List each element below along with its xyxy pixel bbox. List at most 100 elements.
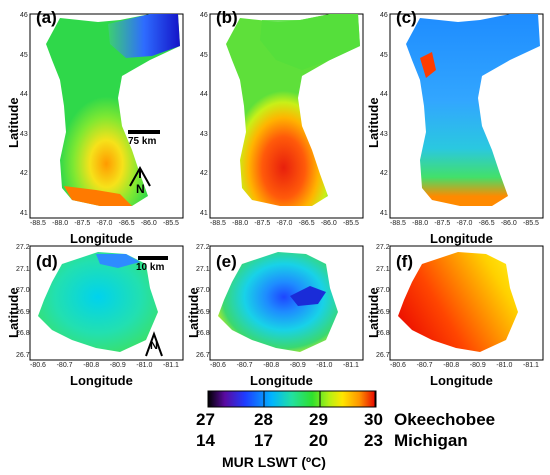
lake-michigan-a — [46, 14, 180, 206]
y-tick-f-0: 27.2 — [376, 244, 390, 251]
y-tick-d-0: 27.2 — [16, 244, 30, 251]
north-arrow-d — [145, 331, 163, 357]
lake-michigan-a-south — [64, 186, 132, 206]
x-tick-b-1: -88.0 — [232, 220, 249, 227]
x-tick-a-2: -87.5 — [74, 220, 91, 227]
cb-okee-1: 28 — [254, 410, 273, 429]
x-tick-c-4: -86.5 — [478, 220, 495, 227]
x-tick-d-1: -80.7 — [56, 362, 73, 369]
lake-okeechobee-d-north — [96, 254, 140, 268]
panel-letter-b: (b) — [216, 8, 238, 27]
x-tick-a-1: -88.0 — [52, 220, 69, 227]
x-tick-b-5: -86.0 — [320, 220, 337, 227]
y-tick-f-2: 27.0 — [376, 287, 390, 295]
x-tick-d-4: -81.0 — [136, 362, 153, 369]
north-label-d: N — [150, 340, 158, 352]
y-tick-e-3: 26.9 — [196, 308, 210, 316]
x-tick-a-6: -85.5 — [163, 220, 179, 227]
y-tick-f-4: 26.8 — [376, 330, 390, 338]
x-tick-f-0: -80.6 — [390, 362, 406, 369]
panel-letter-e: (e) — [216, 252, 237, 271]
x-tick-b-3: -87.0 — [276, 220, 293, 227]
y-tick-e-1: 27.1 — [196, 265, 210, 273]
x-tick-a-3: -87.0 — [96, 220, 113, 227]
panel-letter-f: (f) — [396, 252, 413, 271]
y-tick-e-2: 27.0 — [196, 287, 210, 295]
x-tick-a-4: -86.5 — [118, 220, 135, 227]
north-arrow-a — [129, 165, 151, 187]
x-tick-f-2: -80.8 — [443, 362, 460, 369]
y-tick-c-3: 43 — [380, 130, 388, 138]
y-tick-b-1: 45 — [200, 51, 208, 59]
x-tick-f-4: -81.0 — [496, 362, 513, 369]
y-tick-c-0: 46 — [380, 12, 388, 19]
x-tick-f-5: -81.1 — [523, 362, 539, 369]
x-tick-d-5: -81.1 — [163, 362, 179, 369]
x-axis-label-a: Longitude — [70, 231, 133, 246]
y-tick-f-5: 26.7 — [376, 352, 390, 359]
y-tick-b-5: 41 — [200, 210, 208, 217]
y-tick-d-2: 27.0 — [16, 287, 30, 295]
lake-okeechobee-f — [398, 252, 518, 352]
x-axis-label-f: Longitude — [430, 373, 493, 388]
scale-bar-d — [138, 256, 168, 260]
lake-okeechobee-e-core — [290, 286, 326, 306]
x-tick-c-3: -87.0 — [456, 220, 473, 227]
x-axis-label-c: Longitude — [430, 231, 493, 246]
cb-okee-3: 30 — [364, 410, 383, 429]
y-axis-label-c: Latitude — [366, 97, 381, 148]
panel-letter-c: (c) — [396, 8, 417, 27]
north-label-a: N — [136, 182, 145, 196]
y-tick-e-0: 27.2 — [196, 244, 210, 251]
x-tick-d-2: -80.8 — [83, 362, 100, 369]
scale-bar-label-a: 75 km — [128, 136, 157, 147]
y-tick-a-5: 41 — [20, 210, 28, 217]
cb-mich-1: 17 — [254, 431, 273, 450]
y-tick-b-4: 42 — [200, 170, 208, 178]
x-tick-f-3: -80.9 — [469, 362, 486, 369]
lake-michigan-c-hotspot — [420, 52, 436, 78]
x-tick-b-4: -86.5 — [298, 220, 315, 227]
y-tick-a-3: 43 — [20, 130, 28, 138]
lake-michigan-c — [406, 14, 540, 206]
y-tick-a-2: 44 — [20, 91, 28, 99]
y-tick-c-4: 42 — [380, 170, 388, 178]
x-axis-label-e: Longitude — [250, 373, 313, 388]
y-tick-b-0: 46 — [200, 12, 208, 19]
y-axis-label-a: Latitude — [6, 97, 21, 148]
panel-letter-a: (a) — [36, 8, 57, 27]
x-tick-b-6: -85.5 — [343, 220, 359, 227]
y-tick-a-0: 46 — [20, 12, 28, 19]
y-tick-a-4: 42 — [20, 170, 28, 178]
lake-michigan-b — [226, 14, 360, 206]
y-tick-e-4: 26.8 — [196, 330, 210, 338]
x-tick-f-1: -80.7 — [416, 362, 433, 369]
scale-bar-a — [128, 130, 160, 134]
y-tick-d-1: 27.1 — [16, 265, 30, 273]
x-tick-c-5: -86.0 — [500, 220, 517, 227]
y-tick-a-1: 45 — [20, 51, 28, 59]
x-tick-e-1: -80.7 — [236, 362, 253, 369]
colorbar-title: MUR LSWT (ºC) — [222, 454, 326, 470]
y-tick-e-5: 26.7 — [196, 352, 210, 359]
x-tick-e-4: -81.0 — [316, 362, 333, 369]
cb-okee-name: Okeechobee — [394, 410, 496, 429]
lake-michigan-a-north — [108, 14, 180, 58]
x-tick-a-0: -88.5 — [30, 220, 46, 227]
x-tick-b-2: -87.5 — [254, 220, 271, 227]
cb-mich-2: 20 — [309, 431, 328, 450]
cb-mich-name: Michigan — [394, 431, 468, 450]
cb-mich-0: 14 — [196, 431, 215, 450]
y-tick-b-3: 43 — [200, 130, 208, 138]
lake-okeechobee-e — [218, 252, 338, 352]
scale-bar-label-d: 10 km — [136, 262, 165, 273]
y-tick-b-2: 44 — [200, 91, 208, 99]
cb-mich-3: 23 — [364, 431, 383, 450]
x-tick-c-6: -85.5 — [523, 220, 539, 227]
x-tick-d-0: -80.6 — [30, 362, 46, 369]
y-tick-c-5: 41 — [380, 210, 388, 217]
lake-michigan-b-north — [260, 14, 360, 70]
x-tick-c-1: -88.0 — [412, 220, 429, 227]
y-tick-d-3: 26.9 — [16, 308, 30, 316]
